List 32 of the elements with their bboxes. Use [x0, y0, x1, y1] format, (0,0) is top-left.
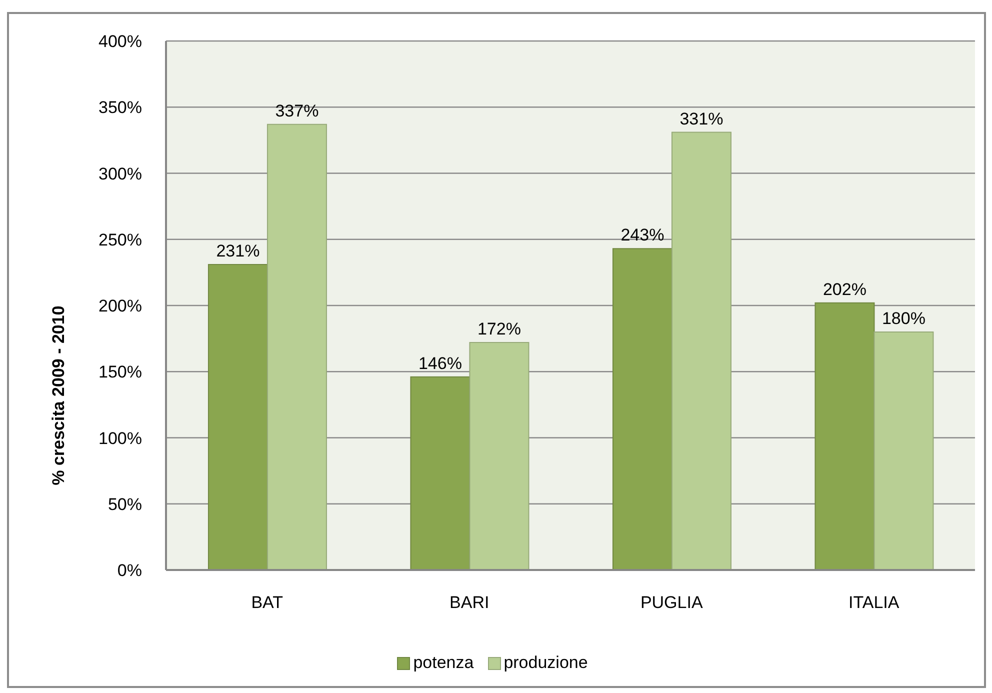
y-axis-title: % crescita 2009 - 2010: [49, 306, 68, 486]
bar: [266, 124, 327, 570]
legend-label: produzione: [504, 653, 588, 673]
bar: [469, 342, 530, 570]
bar: [208, 264, 268, 570]
data-label: 231%: [216, 242, 260, 261]
bar: [874, 331, 934, 570]
legend-label: potenza: [413, 653, 474, 673]
data-label: 180%: [882, 308, 926, 328]
y-tick-label: 300%: [98, 164, 142, 184]
y-tick-label: 100%: [98, 428, 142, 448]
y-tick-label: 250%: [98, 230, 142, 250]
bar: [814, 302, 875, 570]
x-tick-label: BAT: [251, 593, 284, 612]
x-tick-label: BARI: [450, 593, 490, 612]
x-tick-label: PUGLIA: [640, 593, 704, 612]
data-label: 146%: [418, 354, 462, 373]
data-label: 202%: [822, 280, 866, 299]
y-tick-label: 0%: [117, 561, 142, 580]
data-label: 337%: [275, 101, 319, 120]
data-label: 243%: [620, 226, 664, 245]
y-tick-label: 350%: [98, 98, 142, 118]
bar: [612, 248, 672, 570]
x-tick-label: ITALIA: [848, 593, 900, 612]
y-tick-label: 400%: [98, 32, 142, 52]
y-tick-label: 200%: [98, 296, 142, 316]
bar: [671, 132, 732, 570]
data-label: 331%: [680, 109, 724, 128]
y-tick-label: 50%: [108, 494, 142, 514]
data-label: 172%: [477, 320, 521, 339]
bar: [410, 376, 470, 570]
y-tick-label: 150%: [98, 362, 142, 382]
